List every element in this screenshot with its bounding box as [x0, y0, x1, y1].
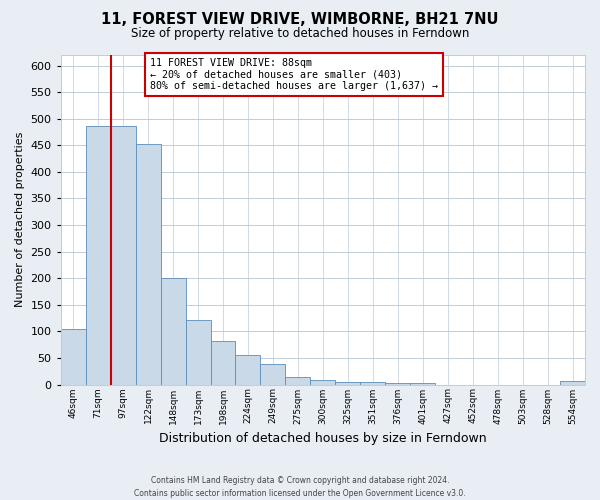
- Bar: [161, 278, 185, 384]
- Y-axis label: Number of detached properties: Number of detached properties: [15, 132, 25, 308]
- Bar: [260, 364, 286, 384]
- Bar: [560, 382, 585, 384]
- Bar: [235, 356, 260, 384]
- Bar: [185, 320, 211, 384]
- Bar: [211, 342, 235, 384]
- Bar: [335, 382, 361, 384]
- Text: Size of property relative to detached houses in Ferndown: Size of property relative to detached ho…: [131, 28, 469, 40]
- Bar: [110, 126, 136, 384]
- Bar: [310, 380, 335, 384]
- Text: 11 FOREST VIEW DRIVE: 88sqm
← 20% of detached houses are smaller (403)
80% of se: 11 FOREST VIEW DRIVE: 88sqm ← 20% of det…: [150, 58, 438, 92]
- Bar: [361, 382, 385, 384]
- Bar: [61, 328, 86, 384]
- Bar: [86, 126, 110, 384]
- Text: 11, FOREST VIEW DRIVE, WIMBORNE, BH21 7NU: 11, FOREST VIEW DRIVE, WIMBORNE, BH21 7N…: [101, 12, 499, 28]
- X-axis label: Distribution of detached houses by size in Ferndown: Distribution of detached houses by size …: [159, 432, 487, 445]
- Bar: [136, 144, 161, 384]
- Text: Contains HM Land Registry data © Crown copyright and database right 2024.
Contai: Contains HM Land Registry data © Crown c…: [134, 476, 466, 498]
- Bar: [286, 377, 310, 384]
